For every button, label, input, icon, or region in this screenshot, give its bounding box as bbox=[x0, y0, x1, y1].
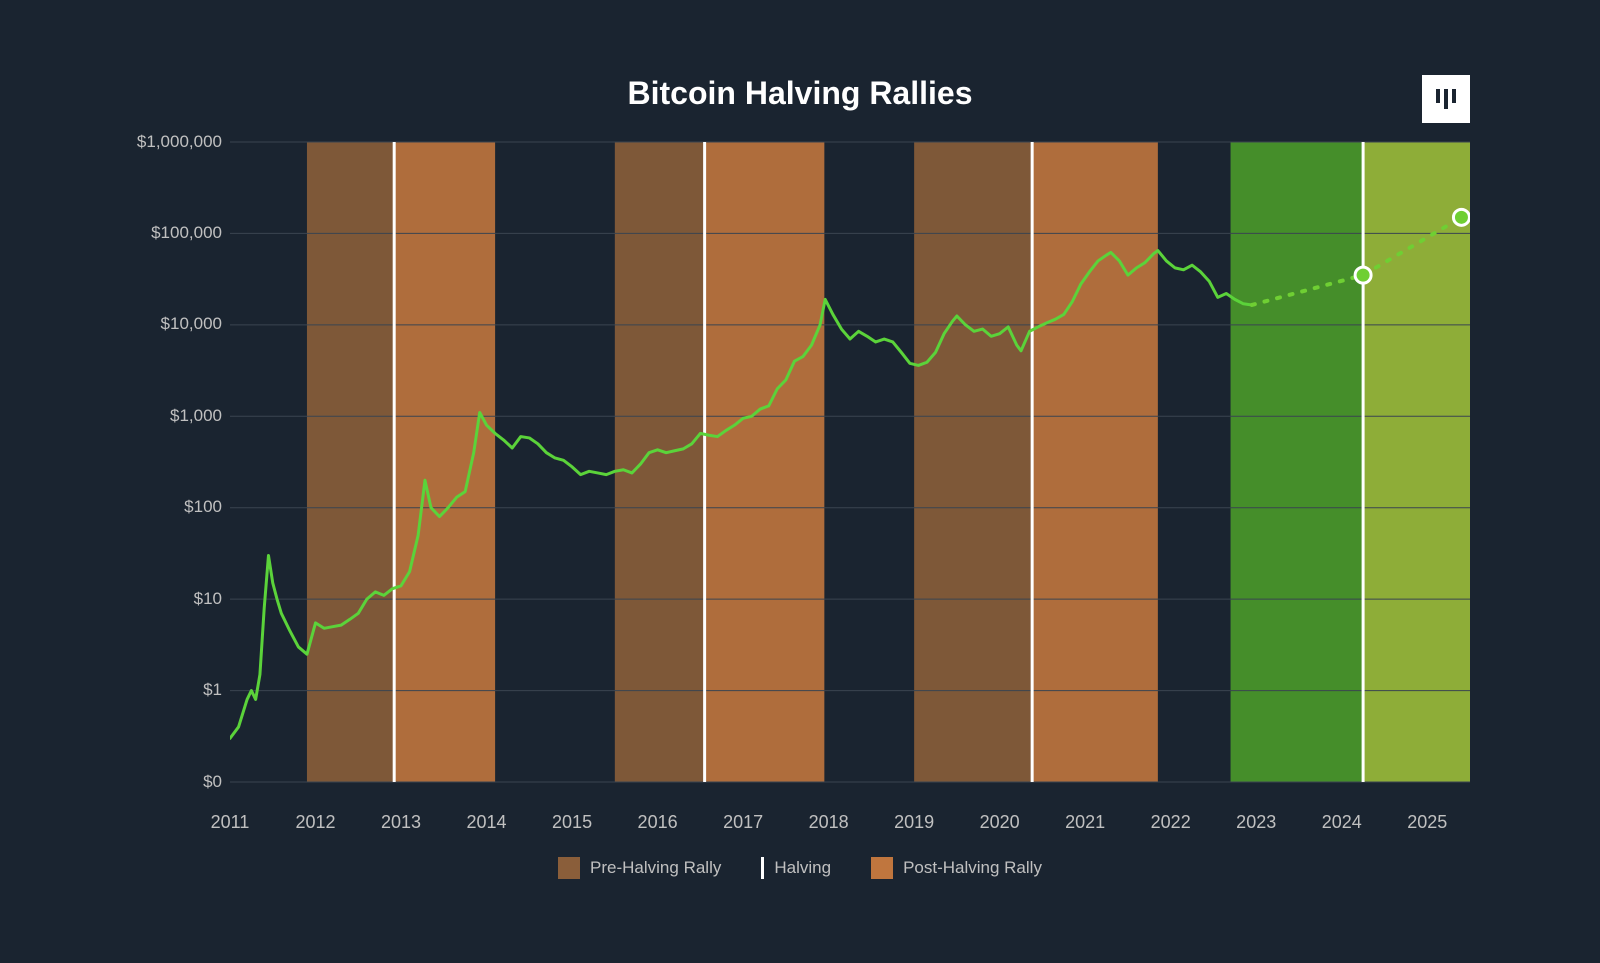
x-tick-label: 2022 bbox=[1151, 812, 1191, 833]
legend-halving-line bbox=[761, 857, 764, 879]
legend-label: Pre-Halving Rally bbox=[590, 858, 721, 878]
y-axis-labels: $0 $1 $10 $100 $1,000 $10,000 $100,000 $1,000,0… bbox=[130, 122, 230, 802]
x-tick-label: 2017 bbox=[723, 812, 763, 833]
legend-item: Pre-Halving Rally bbox=[558, 857, 721, 879]
x-tick-label: 2015 bbox=[552, 812, 592, 833]
plot-area bbox=[230, 122, 1470, 802]
legend-item: Post-Halving Rally bbox=[871, 857, 1042, 879]
x-tick-label: 2023 bbox=[1236, 812, 1276, 833]
legend-label: Post-Halving Rally bbox=[903, 858, 1042, 878]
x-tick-label: 2018 bbox=[809, 812, 849, 833]
x-tick-label: 2019 bbox=[894, 812, 934, 833]
y-tick-label: $100,000 bbox=[151, 223, 222, 243]
y-tick-label: $1,000 bbox=[170, 406, 222, 426]
legend: Pre-Halving Rally Halving Post-Halving Ral… bbox=[130, 857, 1470, 879]
y-tick-label: $0 bbox=[203, 772, 222, 792]
x-tick-label: 2025 bbox=[1407, 812, 1447, 833]
y-tick-label: $10 bbox=[194, 589, 222, 609]
plot-container: $0 $1 $10 $100 $1,000 $10,000 $100,000 $1,000,0… bbox=[130, 122, 1470, 802]
legend-swatch bbox=[871, 857, 893, 879]
x-tick-label: 2024 bbox=[1322, 812, 1362, 833]
x-tick-label: 2020 bbox=[980, 812, 1020, 833]
chart-container: Bitcoin Halving Rallies $0 $1 $10 $100 $1,00… bbox=[100, 55, 1500, 909]
legend-swatch bbox=[558, 857, 580, 879]
y-tick-label: $10,000 bbox=[161, 314, 222, 334]
legend-item: Halving bbox=[761, 857, 831, 879]
x-tick-label: 2011 bbox=[211, 812, 250, 833]
x-tick-label: 2014 bbox=[467, 812, 507, 833]
y-tick-label: $100 bbox=[184, 497, 222, 517]
chart-title: Bitcoin Halving Rallies bbox=[130, 75, 1470, 112]
x-tick-label: 2021 bbox=[1065, 812, 1105, 833]
x-tick-label: 2013 bbox=[381, 812, 421, 833]
legend-label: Halving bbox=[774, 858, 831, 878]
x-tick-label: 2016 bbox=[638, 812, 678, 833]
y-tick-label: $1,000,000 bbox=[137, 132, 222, 152]
y-tick-label: $1 bbox=[203, 680, 222, 700]
logo-icon bbox=[1422, 75, 1470, 123]
plot-svg bbox=[230, 122, 1470, 802]
x-axis-labels: 2011201220132014201520162017201820192020… bbox=[230, 802, 1470, 842]
x-tick-label: 2012 bbox=[295, 812, 335, 833]
